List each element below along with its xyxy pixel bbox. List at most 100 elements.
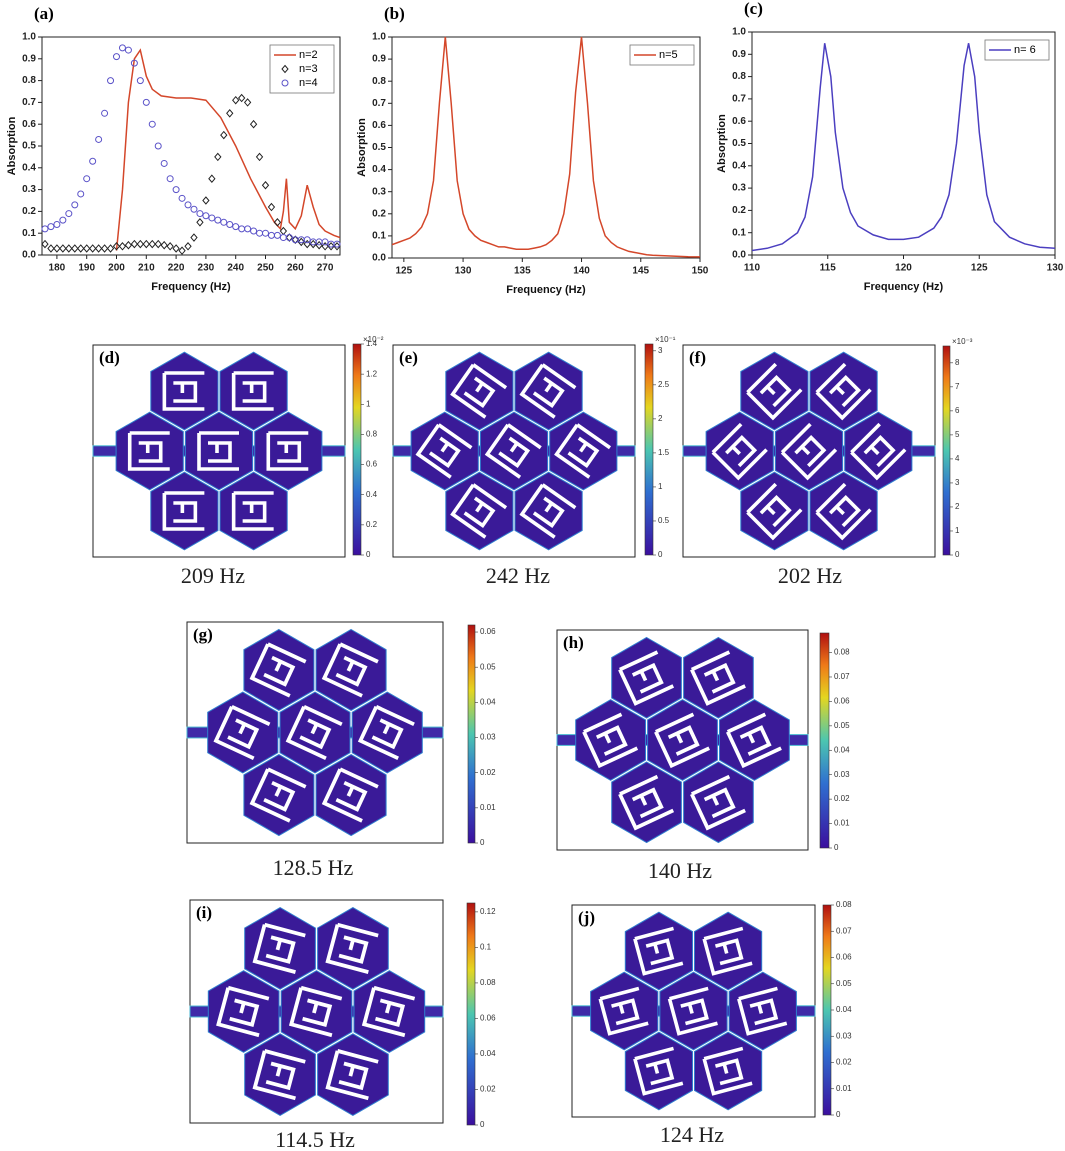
hexagon-cell <box>683 636 754 719</box>
y-tick-label: 0.6 <box>732 116 746 127</box>
colorbar-tick-label: 2 <box>658 414 663 423</box>
hexagon-cell <box>445 351 514 431</box>
marker <box>148 239 156 249</box>
y-tick-label: 1.0 <box>22 32 36 43</box>
marker <box>124 240 133 250</box>
y-tick-label: 0.8 <box>372 76 386 87</box>
y-axis-label: Absorption <box>356 118 368 177</box>
slot <box>450 363 508 419</box>
marker <box>309 239 317 249</box>
colorbar-tick-label: 0 <box>836 1110 841 1119</box>
y-tick-label: 0.0 <box>22 250 36 261</box>
y-tick-label: 0.8 <box>22 75 36 86</box>
slot <box>288 985 343 1038</box>
y-tick-label: 0.0 <box>372 253 386 264</box>
marker <box>95 135 103 143</box>
structure <box>207 628 423 837</box>
slot <box>711 422 768 481</box>
marker <box>77 190 85 198</box>
x-tick-label: 240 <box>227 263 244 274</box>
structure <box>207 907 426 1116</box>
colorbar-tick-label: 0.08 <box>836 900 852 909</box>
colorbar-tick-label: 0.03 <box>836 1031 852 1040</box>
slot <box>815 482 872 541</box>
panel-label: (i) <box>196 903 212 922</box>
slot <box>361 985 416 1038</box>
hexagon-cell <box>844 411 913 491</box>
legend-label: n= 6 <box>1014 44 1036 56</box>
marker <box>255 152 264 162</box>
hexagon-cell <box>549 411 618 491</box>
marker <box>113 53 120 61</box>
legend-label: n=2 <box>299 49 318 61</box>
x-tick-label: 180 <box>49 263 66 274</box>
colorbar-tick-label: 0.03 <box>834 770 850 779</box>
colorbar-tick-label: 0.2 <box>366 520 378 529</box>
slot <box>519 363 577 419</box>
x-tick-label: 270 <box>317 263 334 274</box>
structure <box>115 351 323 551</box>
marker <box>83 244 91 253</box>
y-tick-label: 0.6 <box>372 120 386 131</box>
y-tick-label: 0.4 <box>22 162 36 173</box>
panel-label: (f) <box>689 348 706 367</box>
slot <box>633 1046 684 1096</box>
colorbar-tick-label: 0.08 <box>834 648 850 657</box>
slot <box>618 774 675 831</box>
marker <box>279 226 288 236</box>
marker <box>244 225 252 233</box>
marker <box>41 225 49 233</box>
hexagon-cell <box>479 411 549 491</box>
hexagon-cell <box>514 471 583 551</box>
caption: 128.5 Hz <box>273 855 354 880</box>
hexagon-cell <box>445 471 514 551</box>
marker <box>178 246 186 255</box>
panel-label: (c) <box>744 0 763 18</box>
marker <box>118 44 126 52</box>
marker <box>279 234 287 242</box>
colorbar-tick-label: 0.04 <box>480 1049 496 1058</box>
panel-label: (e) <box>399 348 418 367</box>
marker <box>262 229 269 237</box>
slot <box>554 423 612 479</box>
marker <box>166 175 174 183</box>
y-tick-label: 0.7 <box>22 97 36 108</box>
legend-label: n=3 <box>299 63 318 75</box>
y-tick-label: 0.1 <box>22 228 36 239</box>
colorbar-tick-label: 0.02 <box>834 794 850 803</box>
y-tick-label: 0.1 <box>372 231 386 242</box>
x-tick-label: 260 <box>287 263 304 274</box>
caption: 140 Hz <box>648 858 712 883</box>
y-tick-label: 0.9 <box>22 53 36 64</box>
marker <box>303 236 311 244</box>
colorbar-exponent: ×10⁻² <box>363 335 384 344</box>
slot <box>654 712 710 769</box>
slot <box>519 483 577 539</box>
slot <box>285 704 343 761</box>
marker <box>202 212 210 220</box>
marker <box>273 218 282 227</box>
marker <box>89 157 97 165</box>
colorbar-tick-label: 0.07 <box>836 926 852 935</box>
y-tick-label: 0.6 <box>22 119 36 130</box>
marker <box>53 220 61 228</box>
slot <box>702 926 753 976</box>
slot <box>484 423 542 479</box>
y-axis-label: Absorption <box>6 116 18 175</box>
slot <box>325 922 379 974</box>
colorbar-tick-label: 0.08 <box>480 978 496 987</box>
colorbar-tick-label: 0.5 <box>658 516 670 525</box>
marker <box>65 210 73 218</box>
marker <box>100 244 109 253</box>
y-tick-label: 0.4 <box>732 160 746 171</box>
legend-label: n=5 <box>659 49 678 61</box>
y-tick-label: 0.5 <box>372 142 386 153</box>
x-tick-label: 145 <box>632 266 649 277</box>
y-tick-label: 0.2 <box>372 208 386 219</box>
x-tick-label: 210 <box>138 263 155 274</box>
marker <box>238 93 246 103</box>
marker <box>136 77 144 85</box>
hexagon-cell <box>809 351 878 431</box>
